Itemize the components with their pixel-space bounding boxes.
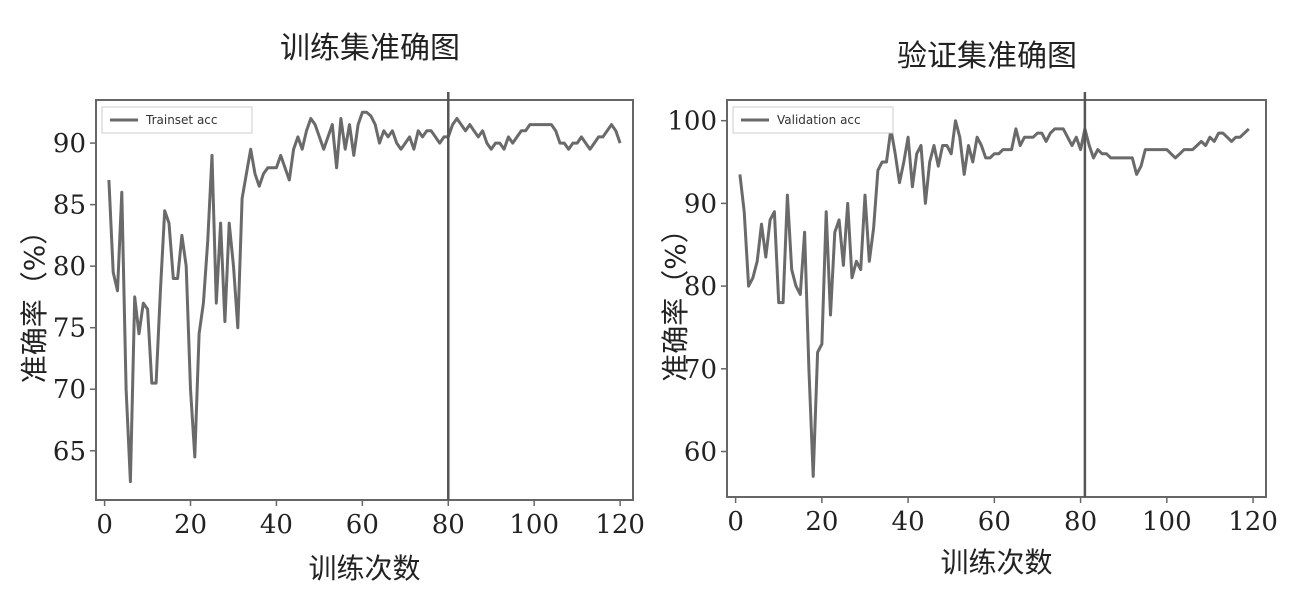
- x-tick-label: 20: [174, 510, 207, 540]
- x-tick-label: 0: [96, 510, 113, 540]
- y-tick-label: 100: [667, 107, 717, 137]
- x-tick-label: 40: [260, 510, 293, 540]
- y-tick-label: 80: [684, 272, 717, 302]
- x-tick-label: 40: [892, 507, 925, 537]
- plot-frame: [726, 99, 1267, 498]
- y-tick-label: 90: [684, 189, 717, 219]
- chart-title: 验证集准确图: [897, 39, 1077, 74]
- legend: Validation acc: [732, 106, 894, 134]
- y-tick-label: 70: [684, 355, 717, 385]
- x-tick-label: 20: [805, 507, 838, 537]
- legend: Trainset acc: [101, 106, 253, 134]
- y-tick-label: 90: [53, 129, 86, 159]
- y-axis-label: 准确率（%）: [659, 215, 692, 382]
- legend-label: Trainset acc: [145, 113, 218, 127]
- x-axis-label: 训练次数: [308, 552, 420, 585]
- chart-title: 训练集准确图: [280, 31, 460, 66]
- x-tick-label: 0: [727, 507, 744, 537]
- x-tick-label: 80: [1064, 507, 1097, 537]
- validation-accuracy-chart: 验证集准确图 60 70 80 90 100 0 20 40 60 80 100 120 训练次数 准确率（…: [645, 0, 1291, 605]
- x-tick-label: 120: [1228, 507, 1278, 537]
- y-tick-label: 75: [53, 314, 86, 344]
- plot-frame: [95, 99, 634, 501]
- x-tick-label: 60: [346, 510, 379, 540]
- y-tick-label: 65: [53, 437, 86, 467]
- y-tick-label: 85: [53, 191, 86, 221]
- legend-label: Validation acc: [777, 113, 861, 127]
- x-tick-label: 60: [978, 507, 1011, 537]
- y-tick-label: 70: [53, 375, 86, 405]
- y-tick-label: 60: [684, 438, 717, 468]
- y-axis-label: 准确率（%）: [18, 217, 51, 384]
- series-line-validation-acc: [738, 119, 1250, 478]
- validation-chart-svg: 验证集准确图 60 70 80 90 100 0 20 40 60 80 100 120 训练次数 准确率（…: [659, 39, 1278, 579]
- trainset-accuracy-chart: 训练集准确图 65 70 75 80 85 90 0 20 40 60 80 100 120 训练次数 准确率…: [0, 0, 645, 605]
- x-tick-label: 120: [595, 510, 645, 540]
- x-tick-label: 100: [509, 510, 559, 540]
- y-tick-label: 80: [53, 252, 86, 282]
- x-axis-label: 训练次数: [940, 546, 1052, 579]
- series-line-trainset-acc: [107, 110, 622, 483]
- trainset-chart-svg: 训练集准确图 65 70 75 80 85 90 0 20 40 60 80 100 120 训练次数 准确率…: [18, 31, 645, 585]
- x-tick-label: 100: [1142, 507, 1192, 537]
- x-tick-label: 80: [432, 510, 465, 540]
